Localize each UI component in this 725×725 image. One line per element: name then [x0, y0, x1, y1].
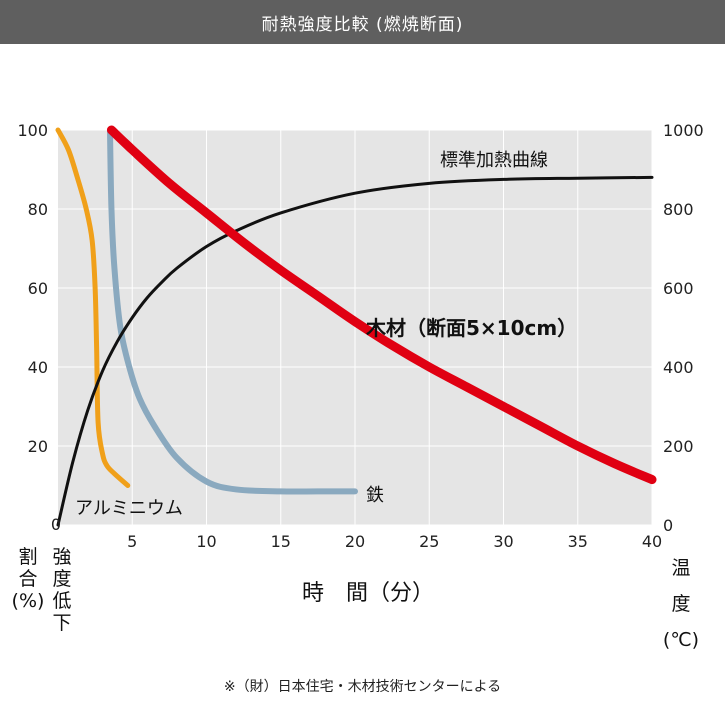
x-axis-title: 時 間（分） [302, 581, 434, 606]
series-line-0 [56, 175, 654, 527]
axis-title-char: 合 [18, 568, 38, 590]
x-tick-label: 30 [493, 532, 513, 551]
axis-title-char: 度 [671, 593, 691, 615]
x-tick-label: 40 [642, 532, 662, 551]
axis-title-char: 強 [52, 546, 72, 568]
y-right-tick-label: 200 [663, 437, 694, 456]
y-axis-left-subtitle: 強度低下 [48, 546, 76, 634]
x-tick-label: 35 [568, 532, 588, 551]
y-left-tick-label: 20 [28, 437, 48, 456]
axis-title-char: (℃) [662, 629, 700, 651]
x-tick-label: 10 [196, 532, 216, 551]
series-line-1 [106, 125, 657, 485]
series-line-3 [55, 127, 131, 488]
x-tick-label: 5 [127, 532, 137, 551]
x-tick-label: 20 [345, 532, 365, 551]
y-left-tick-label: 100 [17, 121, 48, 140]
y-left-tick-label: 60 [28, 279, 48, 298]
source-note: ※（財）日本住宅・木材技術センターによる [223, 679, 502, 695]
series-label-aluminum: アルミニウム [75, 498, 183, 519]
y-axis-right-title: 温度 (℃) [660, 550, 702, 658]
series-label-iron: 鉄 [366, 485, 384, 506]
y-axis-left-title: 割合 (%) [10, 546, 46, 612]
axis-title-char: 割 [18, 546, 38, 568]
x-tick-label: 0 [51, 515, 61, 534]
axis-title-char: 下 [52, 612, 72, 634]
series-label-standard-heating-curve: 標準加熱曲線 [440, 150, 548, 171]
chart-title: 耐熱強度比較 (燃焼断面) [0, 0, 725, 44]
y-right-tick-label: 400 [663, 358, 694, 377]
x-tick-label: 15 [271, 532, 291, 551]
y-left-tick-label: 40 [28, 358, 48, 377]
series-label-wood: 木材（断面5×10cm） [365, 316, 577, 340]
y-right-tick-label: 1000 [663, 121, 704, 140]
y-right-tick-label: 600 [663, 279, 694, 298]
axis-title-char: (%) [11, 590, 45, 612]
series-line-2 [106, 127, 358, 495]
y-left-tick-label: 80 [28, 200, 48, 219]
axis-title-char: 温 [671, 557, 691, 579]
axis-title-char: 低 [52, 590, 72, 612]
x-tick-label: 25 [419, 532, 439, 551]
y-right-tick-label: 800 [663, 200, 694, 219]
axis-title-char: 度 [52, 568, 72, 590]
y-right-tick-label: 0 [663, 516, 673, 535]
